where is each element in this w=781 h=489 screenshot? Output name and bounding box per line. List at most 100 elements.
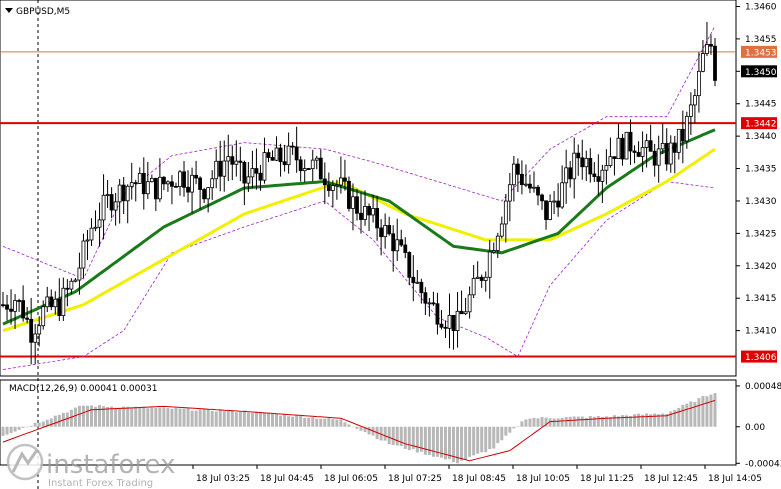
macd-bar — [612, 415, 616, 427]
macd-bar — [287, 416, 291, 427]
candle — [624, 131, 629, 160]
macd-bar — [629, 416, 633, 427]
macd-bar — [53, 415, 57, 427]
macd-bar — [17, 426, 21, 430]
candle — [170, 175, 174, 205]
macd-bar — [242, 410, 246, 427]
macd-bar — [415, 426, 419, 453]
candle — [206, 187, 211, 213]
macd-bar — [669, 411, 673, 427]
candle — [266, 148, 271, 163]
macd-bar — [335, 419, 339, 427]
candle — [338, 156, 343, 194]
candle — [588, 148, 593, 183]
candle — [109, 187, 114, 219]
level-tag-label: 1.3406 — [745, 353, 777, 363]
candle — [536, 184, 540, 206]
candle — [648, 124, 653, 152]
macd-bar — [110, 406, 114, 427]
macd-bar — [142, 406, 146, 427]
bollinger-lower-line — [2, 181, 716, 370]
candle — [564, 149, 569, 204]
macd-bar — [283, 414, 287, 427]
macd-bar — [681, 404, 685, 427]
candle — [483, 271, 488, 292]
level-tag-bg — [741, 45, 777, 58]
macd-bar — [492, 426, 496, 449]
macd-bar — [202, 408, 206, 427]
macd-bar — [552, 418, 556, 427]
macd-bar — [331, 419, 335, 427]
macd-bar — [170, 409, 174, 427]
candle — [9, 289, 13, 325]
macd-bar — [536, 418, 540, 427]
macd-bar — [697, 398, 701, 427]
macd-bar — [427, 426, 431, 455]
candle — [306, 167, 311, 170]
macd-bar — [560, 418, 564, 427]
candle — [210, 170, 215, 200]
candle — [676, 128, 681, 160]
candle — [218, 140, 223, 192]
macd-bar — [588, 415, 592, 427]
triangle-down-icon — [5, 8, 13, 13]
candle — [443, 320, 448, 339]
candle — [528, 174, 532, 194]
candle — [403, 237, 408, 259]
candle — [407, 251, 412, 286]
macd-bar — [355, 426, 359, 429]
candle — [459, 290, 464, 315]
macd-bar — [210, 410, 214, 427]
macd-plot-frame — [0, 379, 737, 466]
candle — [383, 213, 388, 249]
macd-bar — [218, 409, 222, 427]
macd-bar — [572, 416, 576, 427]
macd-bar — [468, 426, 472, 457]
macd-bar — [484, 426, 488, 453]
macd-bar — [685, 403, 689, 427]
macd-bar — [443, 426, 447, 460]
macd-bar — [102, 406, 106, 427]
macd-bar — [106, 407, 110, 427]
macd-bar — [524, 419, 528, 427]
candle — [680, 110, 685, 164]
macd-bar — [448, 426, 452, 460]
macd-bar — [645, 413, 649, 427]
candle — [153, 177, 158, 212]
y-tick-label: 1.3440 — [745, 132, 777, 142]
candle — [5, 294, 9, 321]
candle — [49, 289, 54, 311]
candle — [507, 172, 512, 222]
candle — [495, 232, 500, 258]
macd-bar — [564, 417, 568, 427]
macd-bar — [94, 406, 98, 427]
macd-bar — [73, 407, 77, 427]
candle — [234, 140, 239, 177]
macd-bar — [246, 412, 250, 427]
candle — [656, 135, 661, 183]
macd-bar — [439, 426, 443, 458]
macd-bar — [49, 418, 53, 427]
time-axis: 18 Jul 03:25 18 Jul 04:45 18 Jul 06:05 18 J… — [192, 465, 762, 484]
candle — [347, 176, 351, 212]
candle — [431, 291, 436, 306]
candle — [463, 297, 468, 316]
macd-bar — [516, 426, 520, 427]
macd-bar — [226, 410, 230, 427]
candle — [411, 255, 416, 302]
macd-bar — [206, 408, 210, 427]
watermark-tagline: Instant Forex Trading — [48, 478, 153, 489]
candle — [548, 194, 552, 221]
candle — [77, 252, 82, 295]
macd-bar — [568, 416, 572, 427]
macd-bar — [419, 426, 423, 452]
macd-bar — [637, 413, 641, 427]
candle — [57, 278, 62, 322]
macd-bar — [520, 421, 524, 427]
x-tick-label: 18 Jul 08:45 — [452, 474, 506, 484]
candle — [73, 277, 78, 283]
macd-bar — [158, 407, 162, 427]
candle — [367, 203, 371, 232]
candle — [688, 92, 693, 135]
candle — [713, 38, 717, 87]
